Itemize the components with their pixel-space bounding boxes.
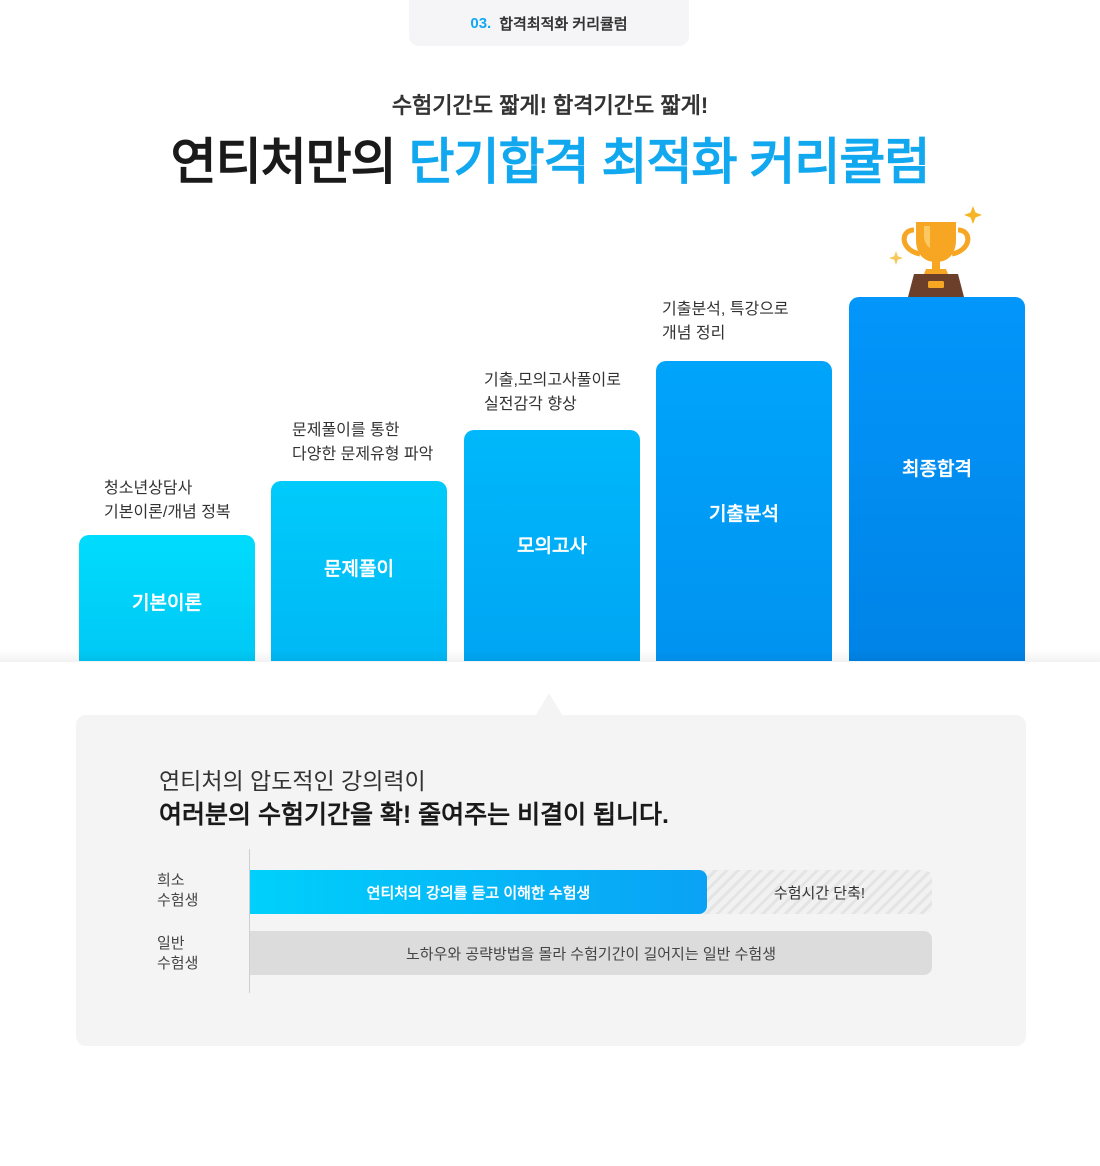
step-description-mock-exam: 기출,모의고사풀이로 실전감각 향상: [484, 369, 621, 417]
hero-title-accent: 단기합격 최적화 커리큘럼: [408, 134, 931, 190]
step-bar-basic-theory: 기본이론: [79, 535, 255, 661]
step-desc-line: 다양한 문제유형 파악: [292, 446, 434, 463]
row-label-rare-student: 희소 수험생: [157, 871, 198, 911]
row-label-line: 일반: [157, 935, 185, 952]
bar-label: 연티처의 강의를 듣고 이해한 수험생: [366, 884, 591, 902]
sparkle-icon: [889, 251, 903, 265]
step-desc-line: 기본이론/개념 정복: [104, 504, 231, 521]
floor-shadow: [0, 650, 1100, 662]
sparkle-icon: [964, 206, 982, 224]
step-bar-past-exam-analysis: 기출분석: [656, 361, 832, 661]
step-desc-line: 개념 정리: [662, 325, 726, 342]
section-number: 03.: [470, 14, 492, 32]
step-bar-problem-solving: 문제풀이: [271, 481, 447, 661]
chart-axis-line: [249, 849, 250, 993]
section-title: 합격최적화 커리큘럼: [499, 15, 628, 33]
bar-label: 노하우와 공략방법을 몰라 수험기간이 길어지는 일반 수험생: [405, 945, 776, 963]
time-saved-label: 수험시간 단축!: [773, 884, 866, 902]
step-desc-line: 기출분석, 특강으로: [662, 301, 789, 318]
step-description-problem-solving: 문제풀이를 통한 다양한 문제유형 파악: [292, 419, 433, 467]
bar-general-student: 노하우와 공략방법을 몰라 수험기간이 길어지는 일반 수험생: [250, 931, 932, 975]
section-tag: 03. 합격최적화 커리큘럼: [409, 0, 689, 46]
row-label-line: 희소: [157, 872, 185, 889]
step-label: 기출분석: [709, 504, 779, 525]
panel-pointer: [536, 693, 562, 715]
step-bar-final-pass: 최종합격: [849, 297, 1025, 661]
hero-title-plain: 연티처만의: [170, 134, 409, 190]
step-description-past-exam-analysis: 기출분석, 특강으로 개념 정리: [662, 298, 789, 346]
step-desc-line: 기출,모의고사풀이로: [484, 372, 621, 389]
hero-subtitle: 수험기간도 짧게! 합격기간도 짧게!: [391, 93, 709, 118]
row-label-line: 수험생: [157, 955, 199, 972]
step-desc-line: 실전감각 향상: [484, 396, 577, 413]
step-label: 기본이론: [132, 593, 202, 614]
step-desc-line: 문제풀이를 통한: [292, 422, 400, 439]
step-label: 모의고사: [517, 536, 587, 557]
step-desc-line: 청소년상담사: [104, 480, 193, 497]
step-label: 최종합격: [902, 459, 972, 480]
step-description-basic-theory: 청소년상담사 기본이론/개념 정복: [104, 477, 231, 525]
hero-title: 연티처만의 단기합격 최적화 커리큘럼: [0, 122, 1100, 194]
panel-intro-text: 연티처의 압도적인 강의력이: [159, 768, 426, 794]
row-label-line: 수험생: [157, 892, 199, 909]
bar-rare-student: 연티처의 강의를 듣고 이해한 수험생: [250, 870, 707, 914]
trophy-icon: [889, 206, 982, 297]
row-label-general-student: 일반 수험생: [157, 934, 198, 974]
step-bar-mock-exam: 모의고사: [464, 430, 640, 661]
panel-headline: 여러분의 수험기간을 확! 줄여주는 비결이 됩니다.: [159, 801, 670, 829]
step-label: 문제풀이: [324, 559, 394, 580]
